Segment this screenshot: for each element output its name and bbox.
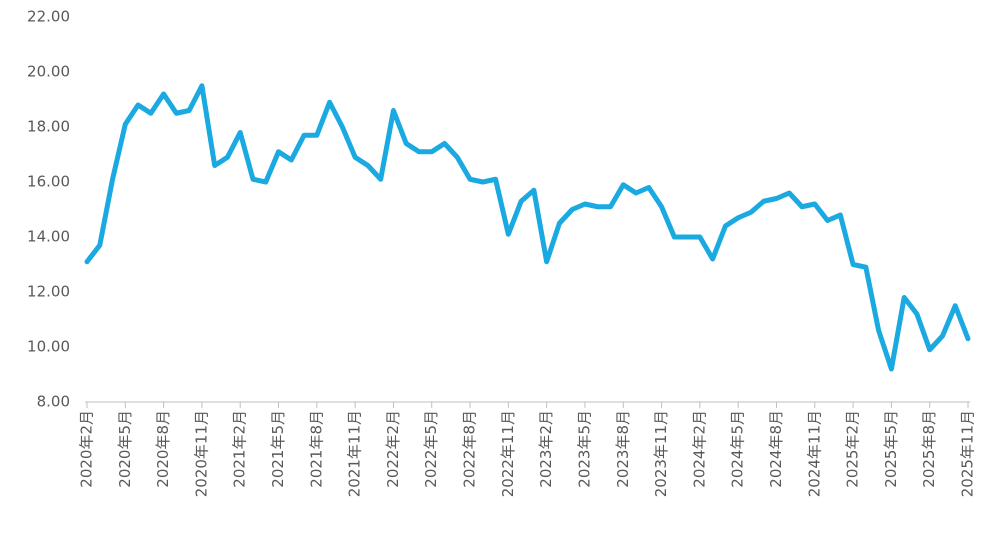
y-tick-label: 18.00	[27, 118, 70, 136]
x-tick-label: 2023年11月	[652, 410, 670, 497]
x-tick-label: 2020年11月	[192, 410, 210, 497]
x-tick-label: 2021年2月	[231, 410, 249, 488]
x-tick-label: 2024年8月	[767, 410, 785, 488]
x-tick-label: 2023年5月	[575, 410, 593, 488]
x-tick-label: 2024年2月	[690, 410, 708, 488]
y-tick-label: 14.00	[27, 228, 70, 246]
x-tick-label: 2025年8月	[920, 410, 938, 488]
x-tick-label: 2023年2月	[537, 410, 555, 488]
y-tick-label: 12.00	[27, 283, 70, 301]
x-tick-label: 2022年11月	[499, 410, 517, 497]
x-tick-label: 2021年11月	[346, 410, 364, 497]
y-tick-label: 16.00	[27, 173, 70, 191]
y-tick-label: 22.00	[27, 8, 70, 26]
x-tick-label: 2023年8月	[614, 410, 632, 488]
x-tick-label: 2020年5月	[116, 410, 134, 488]
x-tick-label: 2024年11月	[805, 410, 823, 497]
x-tick-label: 2020年8月	[154, 410, 172, 488]
x-tick-label: 2025年5月	[882, 410, 900, 488]
x-tick-label: 2021年8月	[307, 410, 325, 488]
x-tick-label: 2025年2月	[844, 410, 862, 488]
x-tick-label: 2021年5月	[269, 410, 287, 488]
x-tick-label: 2022年8月	[461, 410, 479, 488]
y-tick-label: 20.00	[27, 63, 70, 81]
x-tick-label: 2022年5月	[422, 410, 440, 488]
y-tick-label: 8.00	[37, 393, 70, 411]
x-tick-label: 2025年11月	[959, 410, 977, 497]
y-tick-label: 10.00	[27, 338, 70, 356]
x-tick-label: 2020年2月	[78, 410, 96, 488]
x-tick-label: 2024年5月	[729, 410, 747, 488]
x-tick-label: 2022年2月	[384, 410, 402, 488]
line-series	[84, 83, 971, 372]
